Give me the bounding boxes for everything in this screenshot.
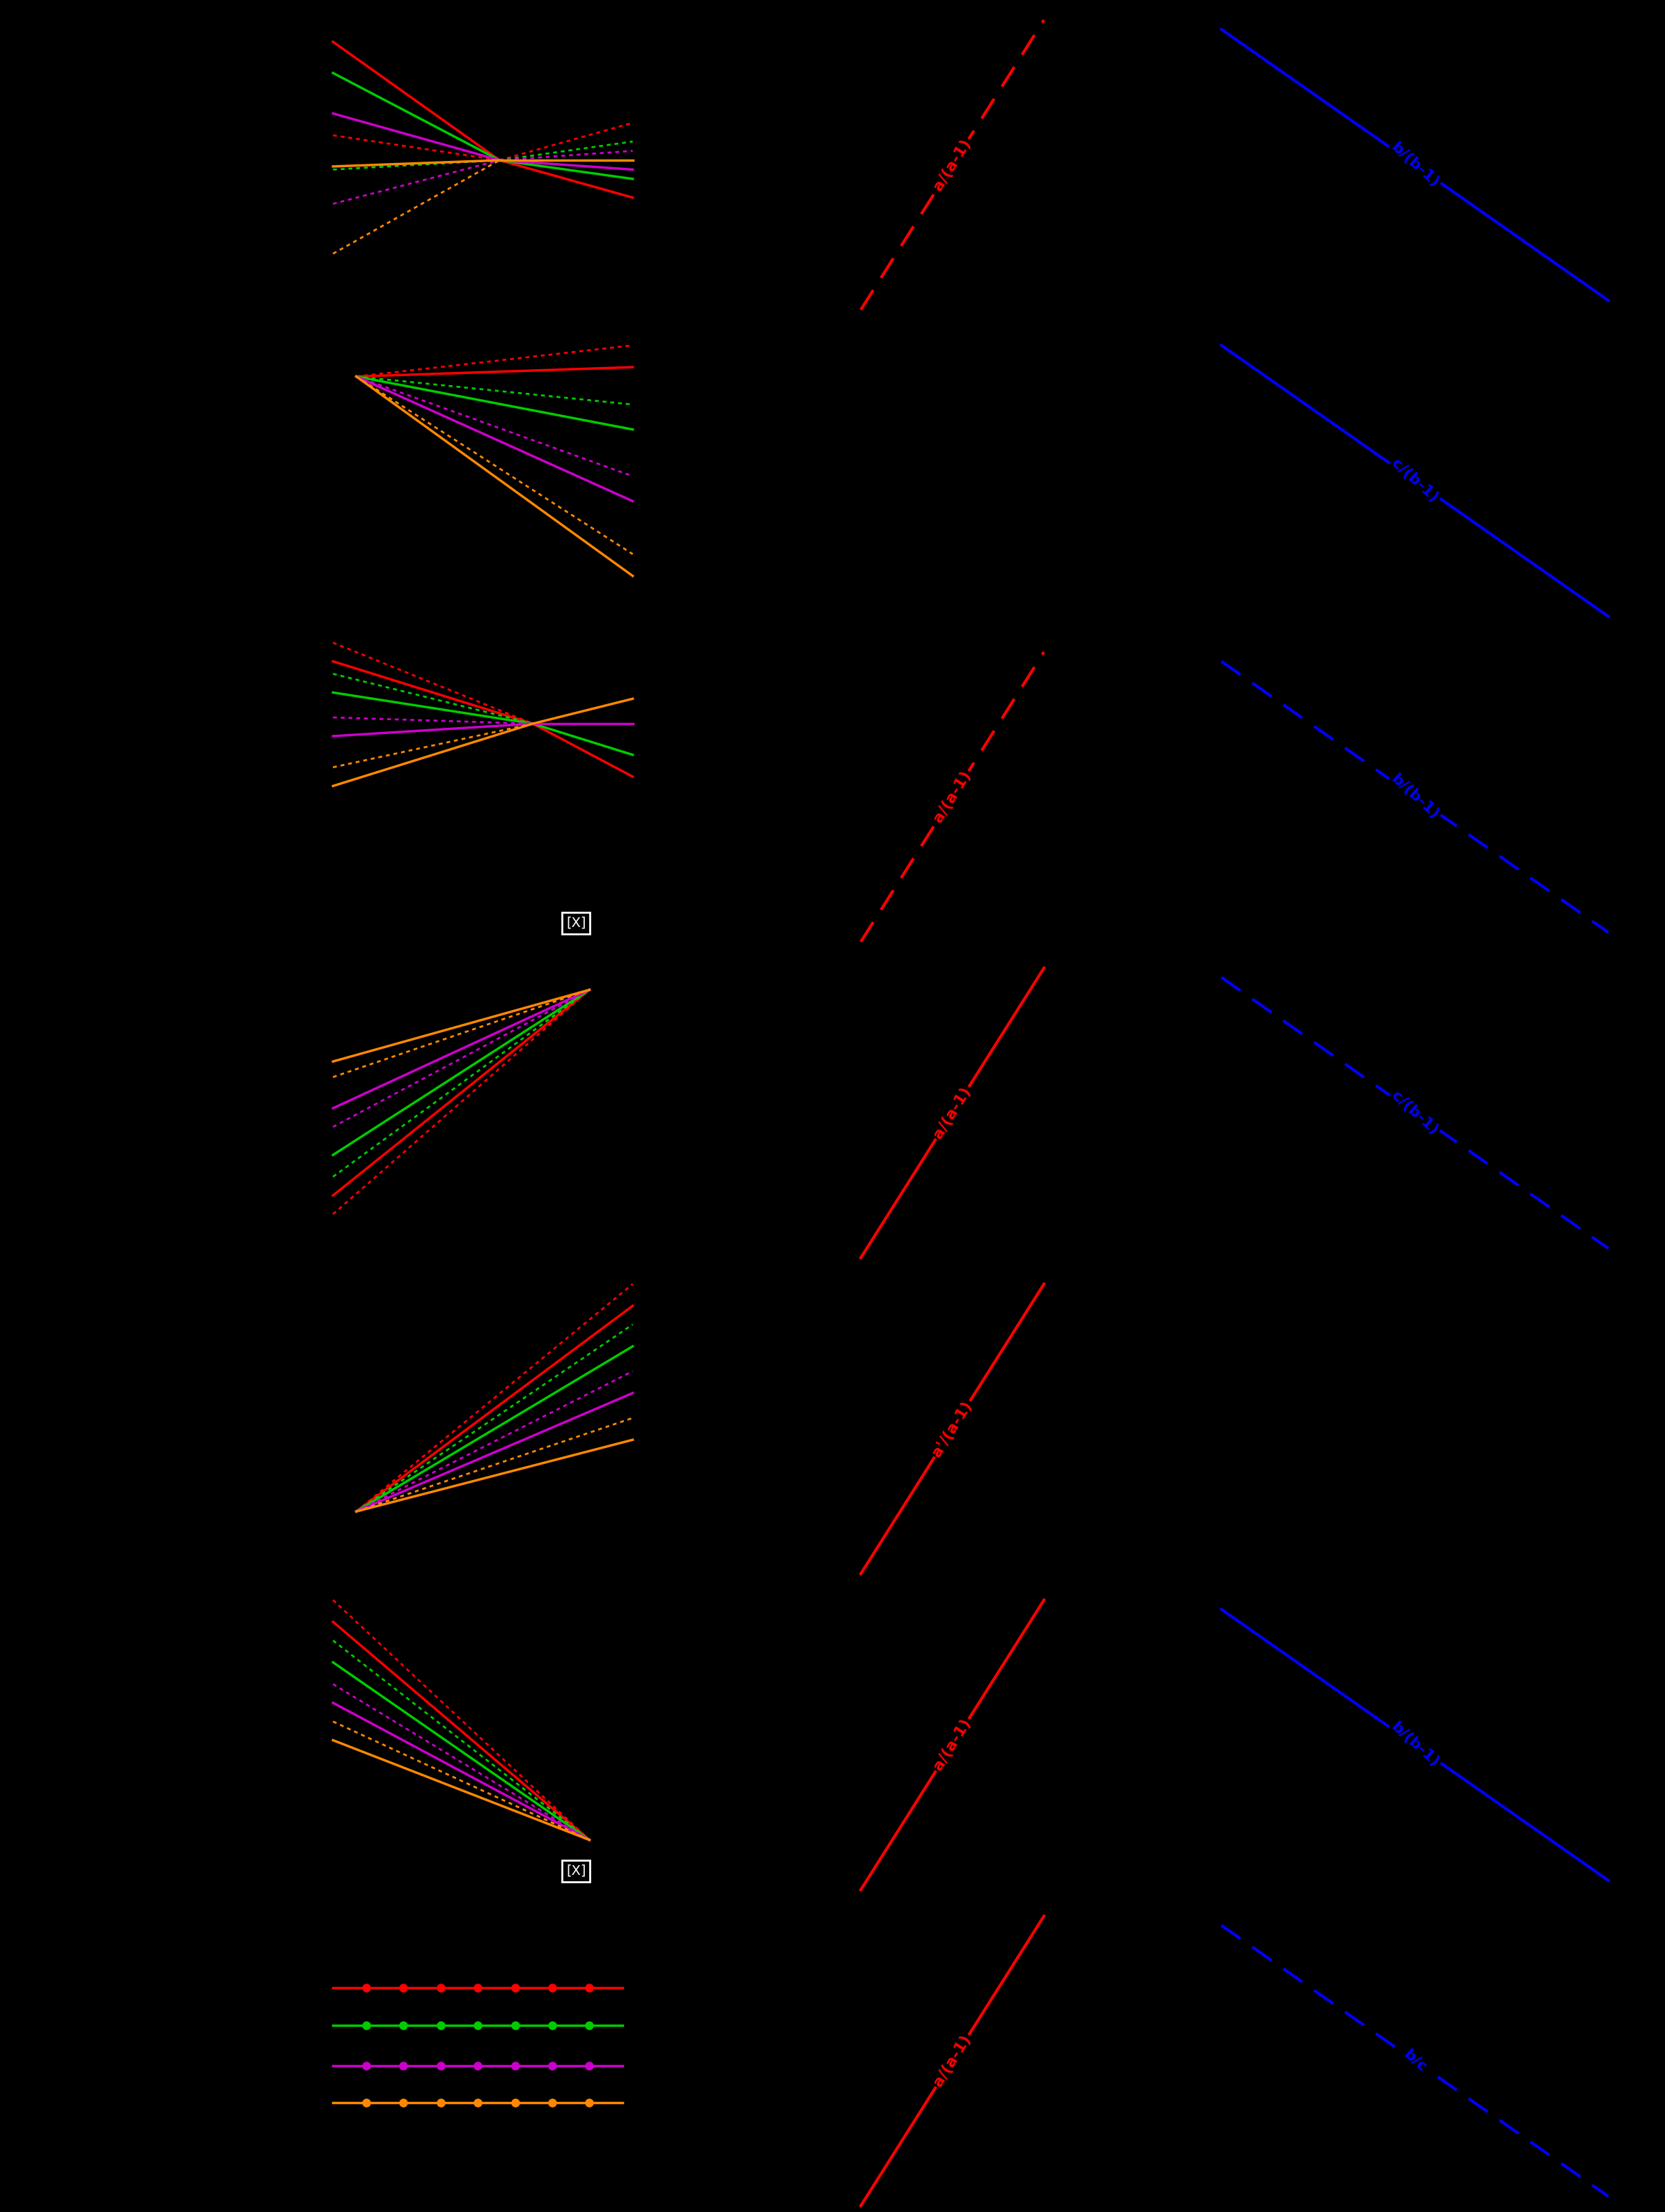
Text: [X]: [X] bbox=[566, 1865, 586, 1878]
Text: a/(a-1): a/(a-1) bbox=[931, 768, 974, 825]
Text: a/(a-1): a/(a-1) bbox=[931, 137, 974, 192]
Text: a/(a-1): a/(a-1) bbox=[931, 1084, 974, 1141]
Text: [X]: [X] bbox=[566, 916, 586, 929]
Text: a/(a-1): a/(a-1) bbox=[931, 1717, 974, 1774]
Text: b/(b-1): b/(b-1) bbox=[1389, 139, 1442, 190]
Text: c/(b-1): c/(b-1) bbox=[1389, 456, 1440, 504]
Text: a/(a-1): a/(a-1) bbox=[931, 2033, 974, 2088]
Text: b/(b-1): b/(b-1) bbox=[1389, 772, 1442, 823]
Text: a'/(a-1): a'/(a-1) bbox=[929, 1398, 976, 1460]
Text: c/(b-1): c/(b-1) bbox=[1389, 1088, 1440, 1137]
Text: b/(b-1): b/(b-1) bbox=[1389, 1721, 1442, 1770]
Text: b/c: b/c bbox=[1400, 2046, 1429, 2075]
